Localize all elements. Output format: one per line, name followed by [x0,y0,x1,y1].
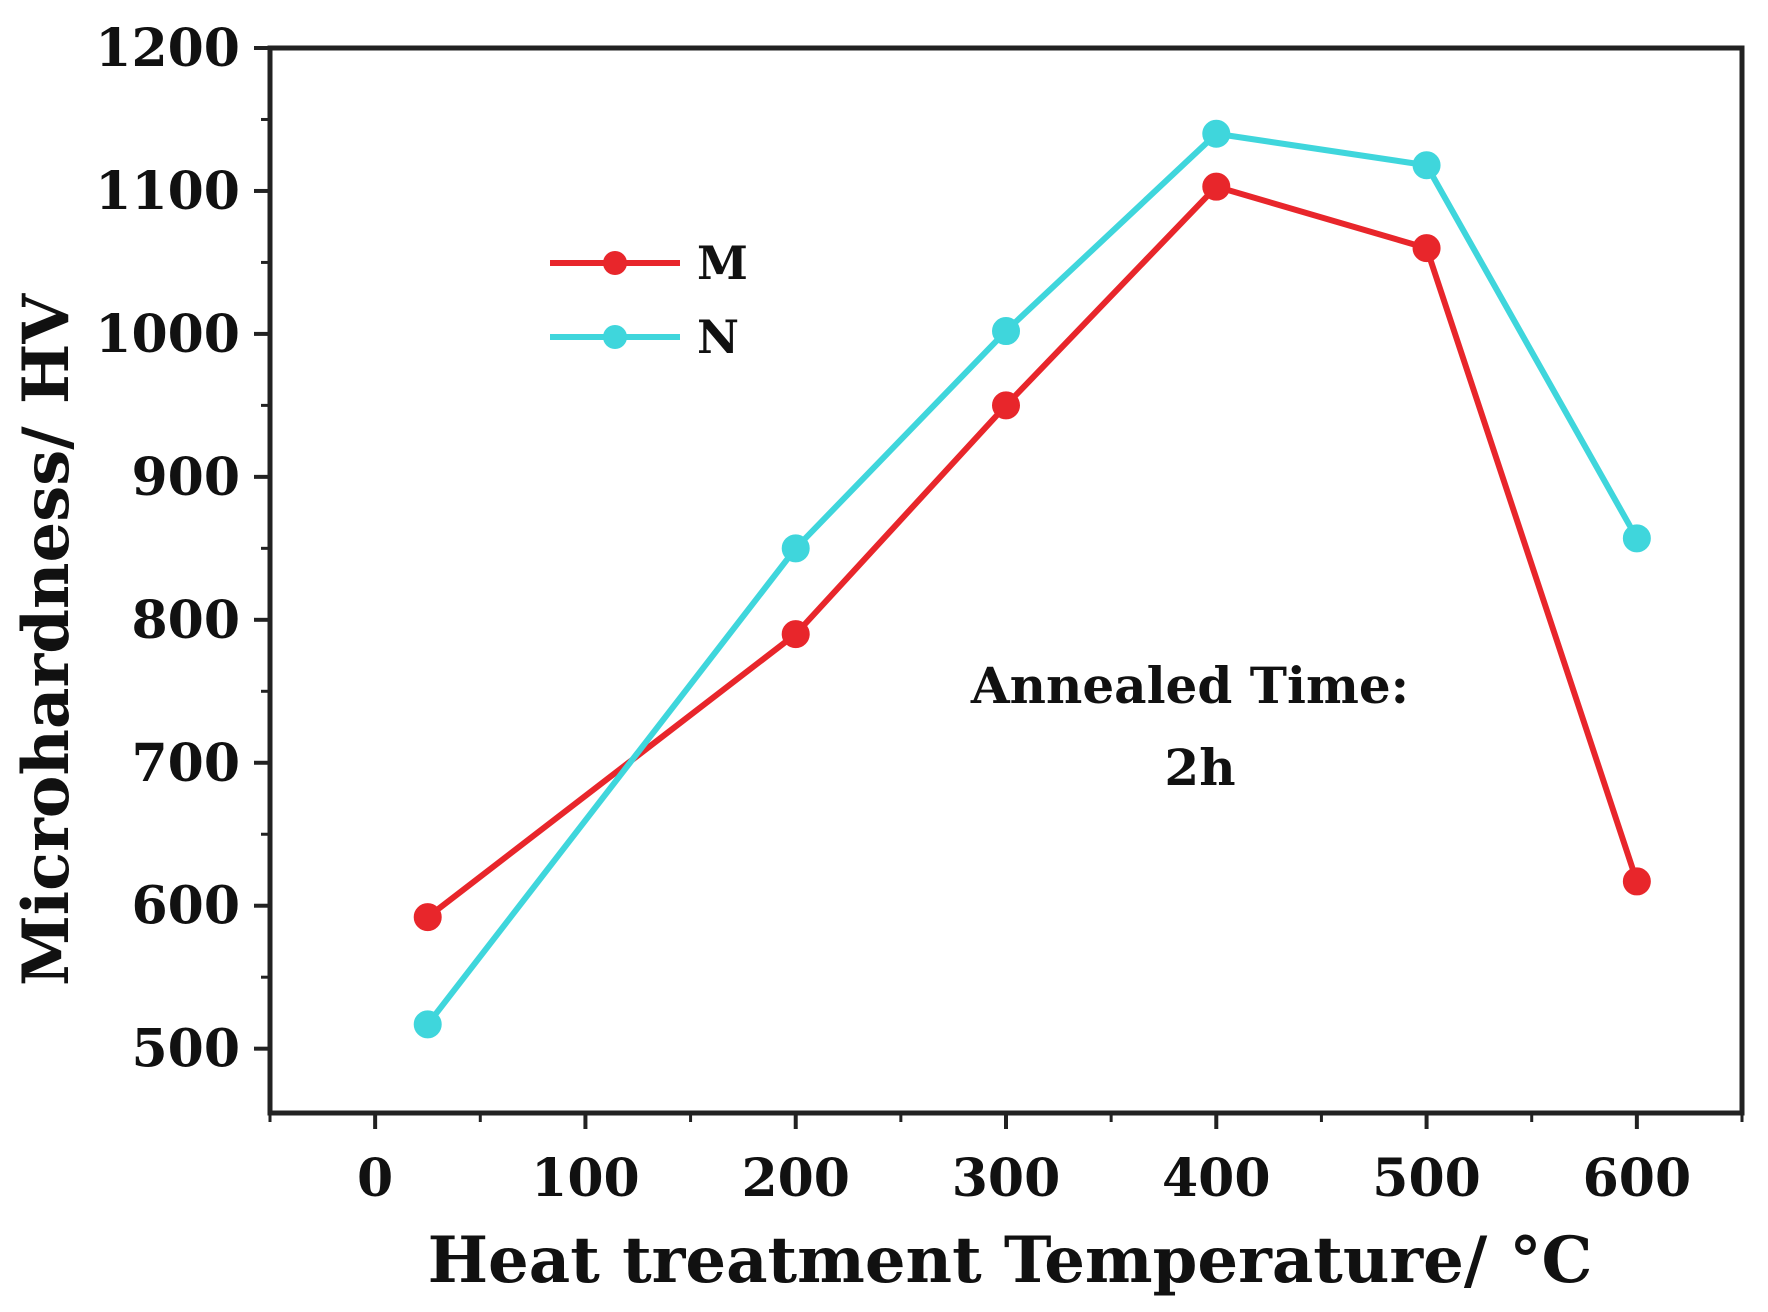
data-point-M [1202,172,1231,201]
x-tick-label: 400 [1162,1148,1271,1209]
legend-marker-N [603,325,627,349]
x-axis-ticks: 0 100 200 300 400 500 600 [268,1113,1744,1209]
data-point-M [1622,867,1651,896]
x-axis-title: Heat treatment Temperature/ °C [428,1223,1593,1298]
data-point-M [781,620,810,649]
y-tick-label: 600 [131,876,240,937]
y-tick-label: 900 [131,447,240,508]
data-point-N [413,1010,442,1039]
data-point-N [1622,524,1651,553]
series-layer [413,119,1651,1039]
data-point-M [1412,234,1441,263]
annotation-line-1: Annealed Time: [970,656,1409,715]
series-line-N [425,130,1640,1027]
data-point-N [1412,151,1441,180]
x-tick-label: 600 [1583,1148,1692,1209]
x-tick-label: 500 [1372,1148,1481,1209]
legend-label-N: N [697,310,739,364]
x-tick-label: 300 [952,1148,1061,1209]
x-tick-label: 200 [741,1148,850,1209]
y-axis-title: Microhardness/ HV [9,293,84,986]
y-tick-label: 1000 [95,304,240,365]
y-axis-ticks: 500 600 700 800 900 1000 1100 1200 [95,18,270,1080]
x-tick-label: 0 [357,1148,393,1209]
y-tick-label: 800 [131,590,240,651]
x-tick-label: 100 [531,1148,640,1209]
plot-frame [267,45,1745,1116]
data-point-M [992,391,1020,420]
data-point-N [1202,119,1231,148]
y-tick-label: 1200 [95,18,240,79]
data-point-N [781,534,810,563]
series-line-M [425,183,1640,920]
y-tick-label: 700 [131,733,240,794]
legend: M N [550,236,748,364]
legend-label-M: M [697,236,748,290]
data-point-N [992,317,1020,346]
data-point-M [413,903,442,932]
legend-marker-M [603,251,627,275]
y-tick-label: 500 [131,1019,240,1080]
y-tick-label: 1100 [95,161,240,222]
annotation-line-2: 2h [1164,738,1235,797]
